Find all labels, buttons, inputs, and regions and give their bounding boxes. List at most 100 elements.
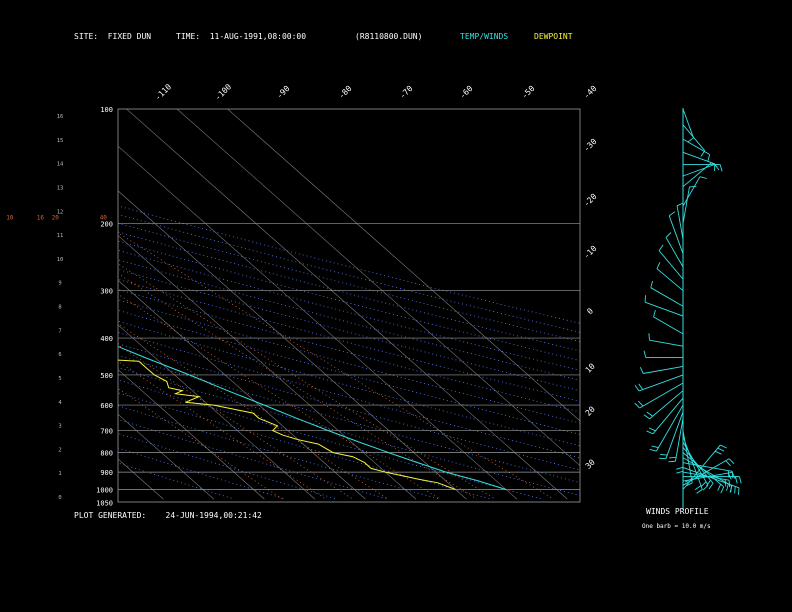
wind-barb-feather <box>653 310 656 318</box>
isotherm-right-label: -10 <box>582 244 599 261</box>
dewpoint-line <box>118 359 456 490</box>
height-tick-label: 8 <box>58 305 61 311</box>
isotherm-top-label: -40 <box>582 84 599 101</box>
wind-barb <box>682 441 709 486</box>
isotherm-right-label: 20 <box>584 405 597 418</box>
height-tick-label: 16 <box>57 114 64 120</box>
isotherm-right-label: 10 <box>584 362 597 375</box>
isobars <box>118 223 580 490</box>
dry-adiabat <box>118 331 580 459</box>
mixing-ratio-line <box>118 273 478 500</box>
isotherm <box>0 109 62 499</box>
wind-barb-feather <box>696 488 703 494</box>
height-tick-label: 12 <box>57 209 64 215</box>
axis-labels: 1002003004005006007008009001000105016151… <box>6 82 599 508</box>
pressure-tick-label: 400 <box>100 335 113 343</box>
temperature-line <box>118 345 507 490</box>
wind-barb-feather <box>720 444 727 449</box>
dry-adiabat <box>118 299 580 424</box>
wind-barb-feather <box>726 483 729 491</box>
legend-dewpoint: DEWPOINT <box>534 32 573 41</box>
isotherm <box>0 109 12 499</box>
isotherm <box>176 109 580 467</box>
wind-barb <box>652 397 684 435</box>
dry-adiabat <box>118 462 235 500</box>
dry-adiabat <box>118 309 580 435</box>
wind-barb-feather <box>637 400 644 407</box>
wind-barb <box>644 301 684 317</box>
wind-barb-feather <box>668 211 676 217</box>
dry-adiabat <box>118 433 338 500</box>
dry-adiabat <box>118 222 580 343</box>
wind-barb-feather <box>634 384 640 392</box>
wind-barb-feather <box>685 482 693 487</box>
isotherm-right-label: -20 <box>582 192 599 209</box>
wind-barb-feather <box>725 460 731 466</box>
wind-barb-feather <box>685 478 692 483</box>
height-tick-label: 0 <box>58 495 61 501</box>
wind-barb <box>674 418 684 462</box>
mixing-ratio-line <box>118 387 283 500</box>
wind-barb-feather <box>689 185 697 188</box>
isotherm-right-label: 30 <box>584 458 597 471</box>
dry-adiabat <box>118 355 580 484</box>
isotherm-top-label: -80 <box>337 84 354 101</box>
wind-barb-feather <box>649 448 657 452</box>
mixing-ratio-line <box>118 323 389 500</box>
winds-profile-title: WINDS PROFILE <box>646 507 709 516</box>
mixing-ratio-label: 10 <box>6 215 14 222</box>
wind-barb-feather <box>734 476 738 484</box>
pressure-tick-label: 700 <box>100 428 113 436</box>
dry-adiabat <box>118 367 580 497</box>
isotherm-top-label: -70 <box>398 84 415 101</box>
profile-lines <box>118 345 507 490</box>
wind-barb-feather <box>656 262 661 269</box>
isotherm-top-label: -60 <box>458 84 475 101</box>
winds-profile <box>634 108 742 510</box>
wind-barb-feather <box>720 486 725 494</box>
wind-barb-feather <box>676 202 684 207</box>
isotherm <box>118 369 265 500</box>
dry-adiabat <box>118 405 441 500</box>
wind-barb-feather <box>676 466 684 470</box>
isotherm-right-label: -30 <box>582 137 599 154</box>
isotherm-right-label: 0 <box>585 306 595 316</box>
wind-barb <box>665 411 684 459</box>
wind-barb-feather <box>694 485 702 490</box>
mixing-ratio-lines <box>118 232 555 500</box>
wind-barb-feather <box>651 445 659 449</box>
isotherm <box>118 458 164 500</box>
wind-barb <box>639 382 684 409</box>
pressure-tick-label: 600 <box>100 402 113 410</box>
wind-barb-feather <box>668 460 676 463</box>
wind-barb-feather <box>665 232 672 238</box>
wind-barb-feather <box>729 485 733 493</box>
dry-adiabat <box>118 249 580 371</box>
dry-adiabat <box>118 343 580 471</box>
isotherm <box>118 413 215 500</box>
pressure-tick-label: 1050 <box>96 500 113 508</box>
height-tick-label: 2 <box>58 447 61 453</box>
wind-barb <box>682 452 725 488</box>
wind-barb-feather <box>650 280 654 288</box>
generated-label: PLOT GENERATED: <box>74 511 147 520</box>
file-id: (R8110800.DUN) <box>355 32 423 41</box>
mixing-ratio-label: 20 <box>52 215 60 222</box>
wind-barb <box>656 404 684 452</box>
header-site: SITE: FIXED DUN <box>74 32 151 41</box>
wind-barb-feather <box>737 487 740 495</box>
wind-barb <box>682 457 733 487</box>
wind-barb-feather <box>708 482 714 490</box>
dry-adiabat <box>118 240 580 362</box>
dry-adiabat <box>118 268 580 392</box>
isotherm <box>126 109 568 500</box>
mixing-ratio-line <box>118 344 354 500</box>
isotherm <box>118 279 366 500</box>
isotherm-top-label: -50 <box>520 84 537 101</box>
dry-adiabat <box>118 205 580 324</box>
wind-barb-feather <box>644 295 647 303</box>
wind-barb-feather <box>699 176 707 179</box>
wind-barb-feather <box>638 383 644 390</box>
barb-note: One barb = 10.0 m/s <box>642 523 711 530</box>
wind-barb-feather <box>707 154 711 162</box>
